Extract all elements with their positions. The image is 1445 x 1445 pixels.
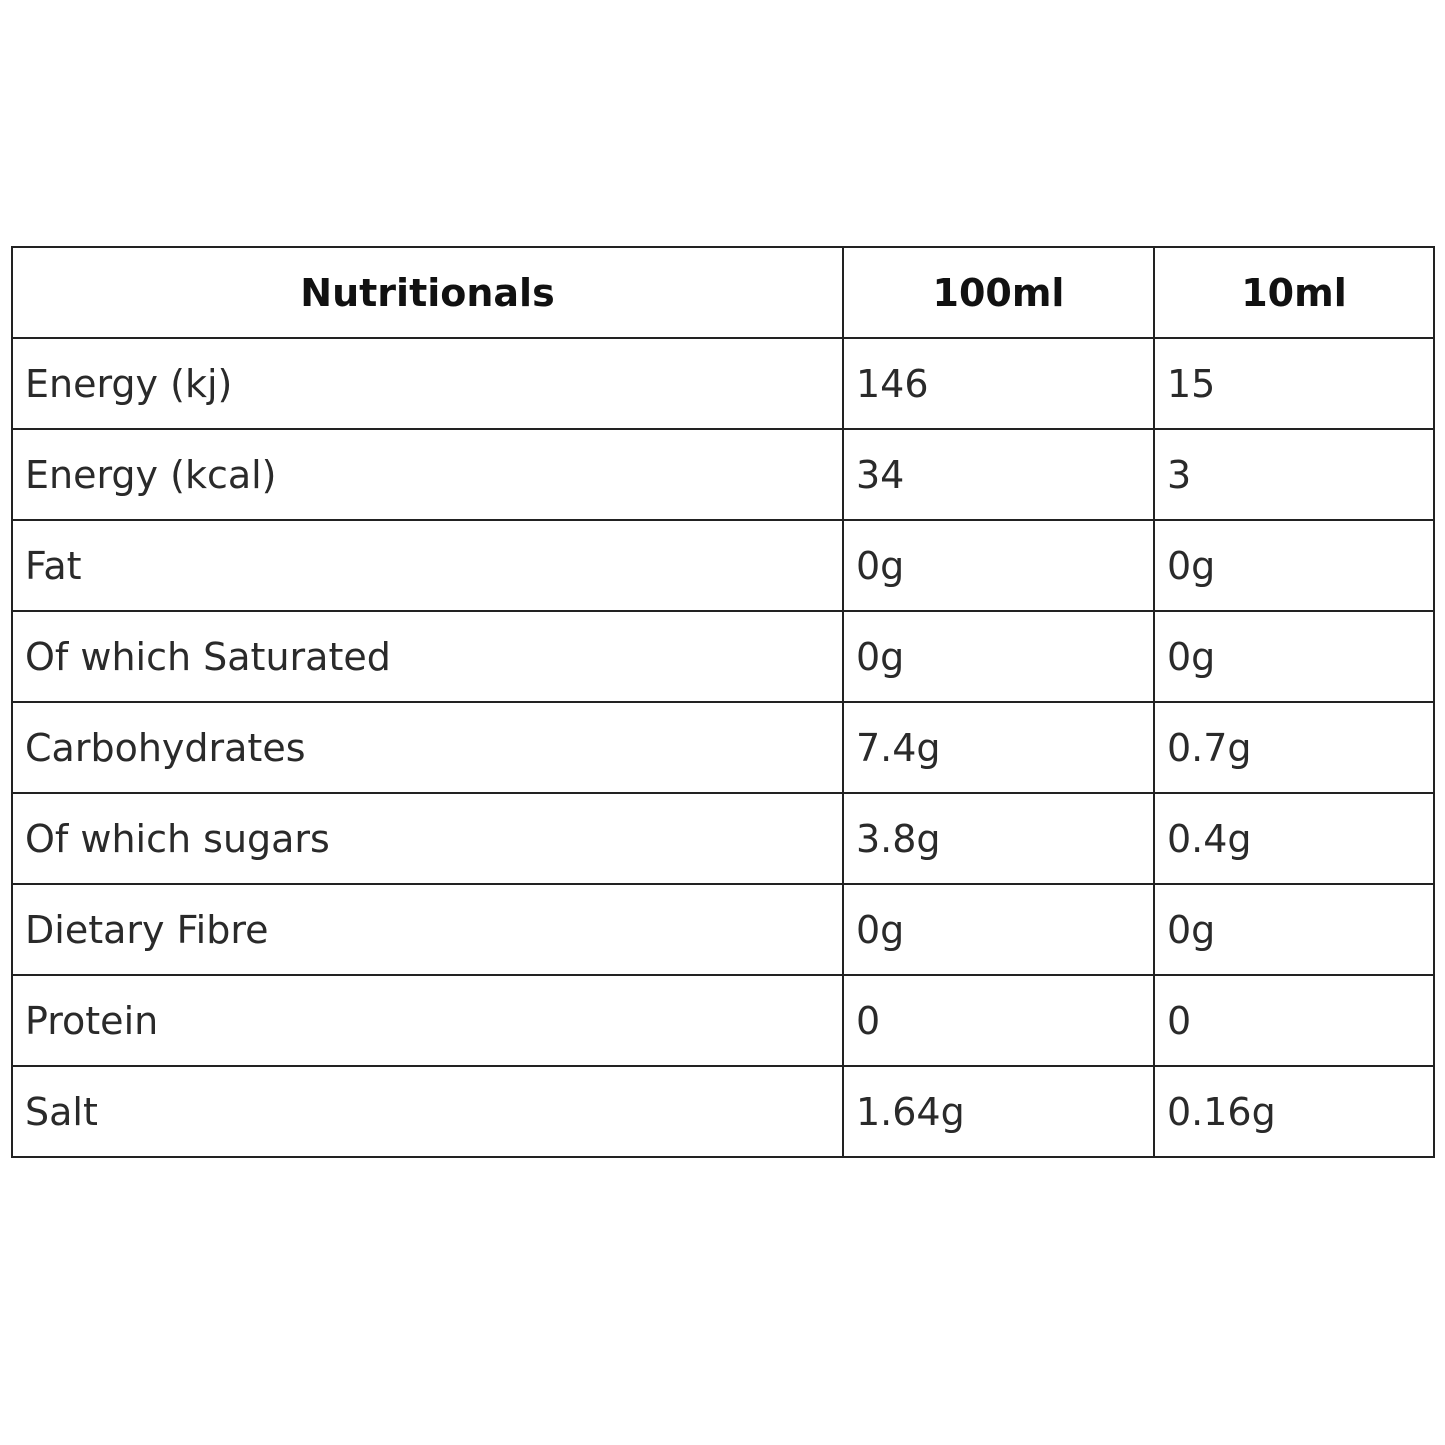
table-row: Of which Saturated 0g 0g — [11, 610, 1435, 703]
nutrient-name: Of which Saturated — [11, 610, 844, 703]
nutrient-value: 0.7g — [1153, 701, 1435, 794]
nutrient-value: 0g — [842, 519, 1155, 612]
nutrient-name: Carbohydrates — [11, 701, 844, 794]
nutrient-value: 0g — [842, 883, 1155, 976]
nutrition-table: Nutritionals 100ml 10ml Energy (kj) 146 15 En… — [11, 246, 1435, 1158]
nutrient-value: 0.4g — [1153, 792, 1435, 885]
table-row: Carbohydrates 7.4g 0.7g — [11, 701, 1435, 794]
nutrient-value: 0.16g — [1153, 1065, 1435, 1158]
nutrient-value: 146 — [842, 337, 1155, 430]
table-row: Fat 0g 0g — [11, 519, 1435, 612]
table-row: Of which sugars 3.8g 0.4g — [11, 792, 1435, 885]
nutrient-value: 0g — [1153, 883, 1435, 976]
nutrient-value: 0g — [1153, 519, 1435, 612]
table-row: Salt 1.64g 0.16g — [11, 1065, 1435, 1158]
nutrient-value: 3 — [1153, 428, 1435, 521]
table-row: Dietary Fibre 0g 0g — [11, 883, 1435, 976]
nutrient-value: 7.4g — [842, 701, 1155, 794]
nutrient-value: 0 — [842, 974, 1155, 1067]
nutrient-name: Fat — [11, 519, 844, 612]
table-row: Energy (kj) 146 15 — [11, 337, 1435, 430]
nutrient-name: Energy (kcal) — [11, 428, 844, 521]
header-cell: 100ml — [842, 246, 1155, 339]
nutrient-value: 0g — [1153, 610, 1435, 703]
nutrient-value: 0g — [842, 610, 1155, 703]
nutrient-name: Dietary Fibre — [11, 883, 844, 976]
nutrient-name: Protein — [11, 974, 844, 1067]
nutrient-value: 1.64g — [842, 1065, 1155, 1158]
header-cell: 10ml — [1153, 246, 1435, 339]
table-head: Nutritionals 100ml 10ml — [11, 246, 1435, 339]
nutrient-name: Of which sugars — [11, 792, 844, 885]
nutrient-name: Energy (kj) — [11, 337, 844, 430]
nutrient-value: 15 — [1153, 337, 1435, 430]
nutrient-value: 34 — [842, 428, 1155, 521]
nutrient-value: 0 — [1153, 974, 1435, 1067]
nutrient-name: Salt — [11, 1065, 844, 1158]
header-cell: Nutritionals — [11, 246, 844, 339]
nutrient-value: 3.8g — [842, 792, 1155, 885]
table-body: Energy (kj) 146 15 Energy (kcal) 34 3 Fat 0g 0g O… — [11, 337, 1435, 1158]
table-row: Protein 0 0 — [11, 974, 1435, 1067]
header-row: Nutritionals 100ml 10ml — [11, 246, 1435, 339]
table-row: Energy (kcal) 34 3 — [11, 428, 1435, 521]
